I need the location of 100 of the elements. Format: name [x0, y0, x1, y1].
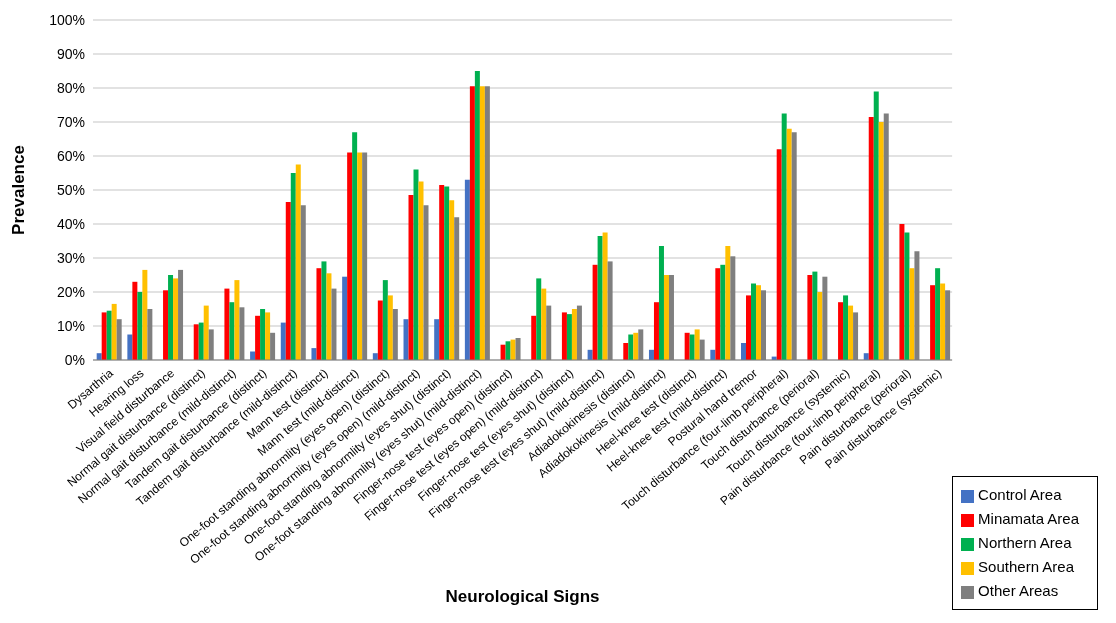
bar — [935, 268, 941, 360]
bar — [873, 91, 879, 360]
bar — [848, 305, 854, 360]
bar — [628, 334, 634, 360]
bar — [904, 232, 910, 360]
bar — [843, 295, 849, 360]
bar — [439, 184, 445, 360]
bar — [694, 329, 700, 360]
bar — [720, 264, 726, 360]
bar — [725, 246, 731, 360]
y-tick-label: 10% — [56, 317, 85, 334]
bar — [311, 348, 317, 360]
bar — [352, 132, 358, 360]
bar — [101, 312, 107, 360]
bar — [198, 322, 204, 360]
bar — [741, 343, 747, 360]
bar — [653, 302, 659, 360]
bar — [285, 201, 291, 360]
bar — [807, 275, 813, 360]
bar — [295, 164, 301, 360]
bar — [408, 195, 414, 360]
y-axis-title: Prevalence — [9, 145, 29, 235]
y-tick-label: 20% — [56, 283, 85, 300]
bar — [342, 276, 348, 360]
bar — [434, 319, 440, 360]
bar — [474, 71, 480, 360]
bar — [316, 268, 322, 360]
bar — [173, 278, 179, 360]
y-tick-label: 60% — [56, 147, 85, 164]
bar — [541, 288, 547, 360]
x-axis-title: Neurological Signs — [445, 587, 600, 606]
bar — [137, 292, 143, 360]
bar — [479, 86, 485, 360]
bar — [940, 283, 946, 360]
bar — [469, 86, 475, 360]
bar — [756, 285, 762, 360]
bar — [290, 173, 296, 360]
y-tick-label: 90% — [56, 45, 85, 62]
bar — [602, 232, 608, 360]
bar — [812, 271, 818, 360]
bar — [111, 303, 117, 360]
bar — [868, 116, 874, 360]
legend-label: Northern Area — [978, 534, 1072, 551]
bar — [357, 152, 363, 360]
bar — [633, 332, 639, 360]
bar — [168, 275, 174, 360]
bar — [234, 280, 240, 360]
bar — [510, 339, 516, 360]
bar — [746, 295, 752, 360]
bar — [786, 128, 792, 360]
bar — [909, 268, 915, 360]
bar — [377, 300, 383, 360]
bar — [106, 310, 112, 360]
bar — [597, 235, 603, 360]
bar — [193, 324, 199, 360]
y-tick-label: 30% — [56, 249, 85, 266]
bar — [715, 268, 721, 360]
bar — [224, 288, 230, 360]
bar — [592, 264, 598, 360]
bar — [280, 322, 286, 360]
bar — [418, 181, 424, 360]
bar — [658, 246, 664, 360]
bar — [403, 319, 409, 360]
bar — [347, 152, 353, 360]
bar — [684, 332, 690, 360]
bar — [142, 269, 148, 360]
legend-label: Control Area — [978, 486, 1062, 503]
bar — [571, 309, 577, 360]
y-tick-label: 100% — [49, 11, 85, 28]
bar — [878, 122, 884, 360]
bar — [899, 224, 905, 360]
bar — [382, 280, 388, 360]
bar — [536, 278, 542, 360]
bar — [464, 179, 470, 360]
bar — [817, 292, 823, 360]
bar — [413, 169, 419, 360]
bar — [449, 200, 455, 360]
bar — [444, 186, 450, 360]
bar — [127, 334, 133, 360]
bar — [566, 314, 572, 360]
legend-label: Minamata Area — [978, 510, 1079, 527]
bar — [321, 261, 327, 360]
bar — [751, 283, 757, 360]
bar — [689, 334, 695, 360]
y-tick-label: 70% — [56, 113, 85, 130]
bar — [531, 315, 537, 360]
bar — [260, 309, 266, 360]
bar — [163, 290, 169, 360]
bar — [255, 315, 261, 360]
bar — [265, 312, 271, 360]
bar — [623, 343, 629, 360]
bar — [781, 113, 787, 360]
bar — [387, 295, 393, 360]
y-tick-label: 80% — [56, 79, 85, 96]
bar — [930, 285, 936, 360]
bar — [505, 341, 511, 360]
bar — [326, 273, 332, 360]
bar — [561, 312, 567, 360]
y-tick-label: 0% — [64, 351, 85, 368]
y-tick-label: 50% — [56, 181, 85, 198]
